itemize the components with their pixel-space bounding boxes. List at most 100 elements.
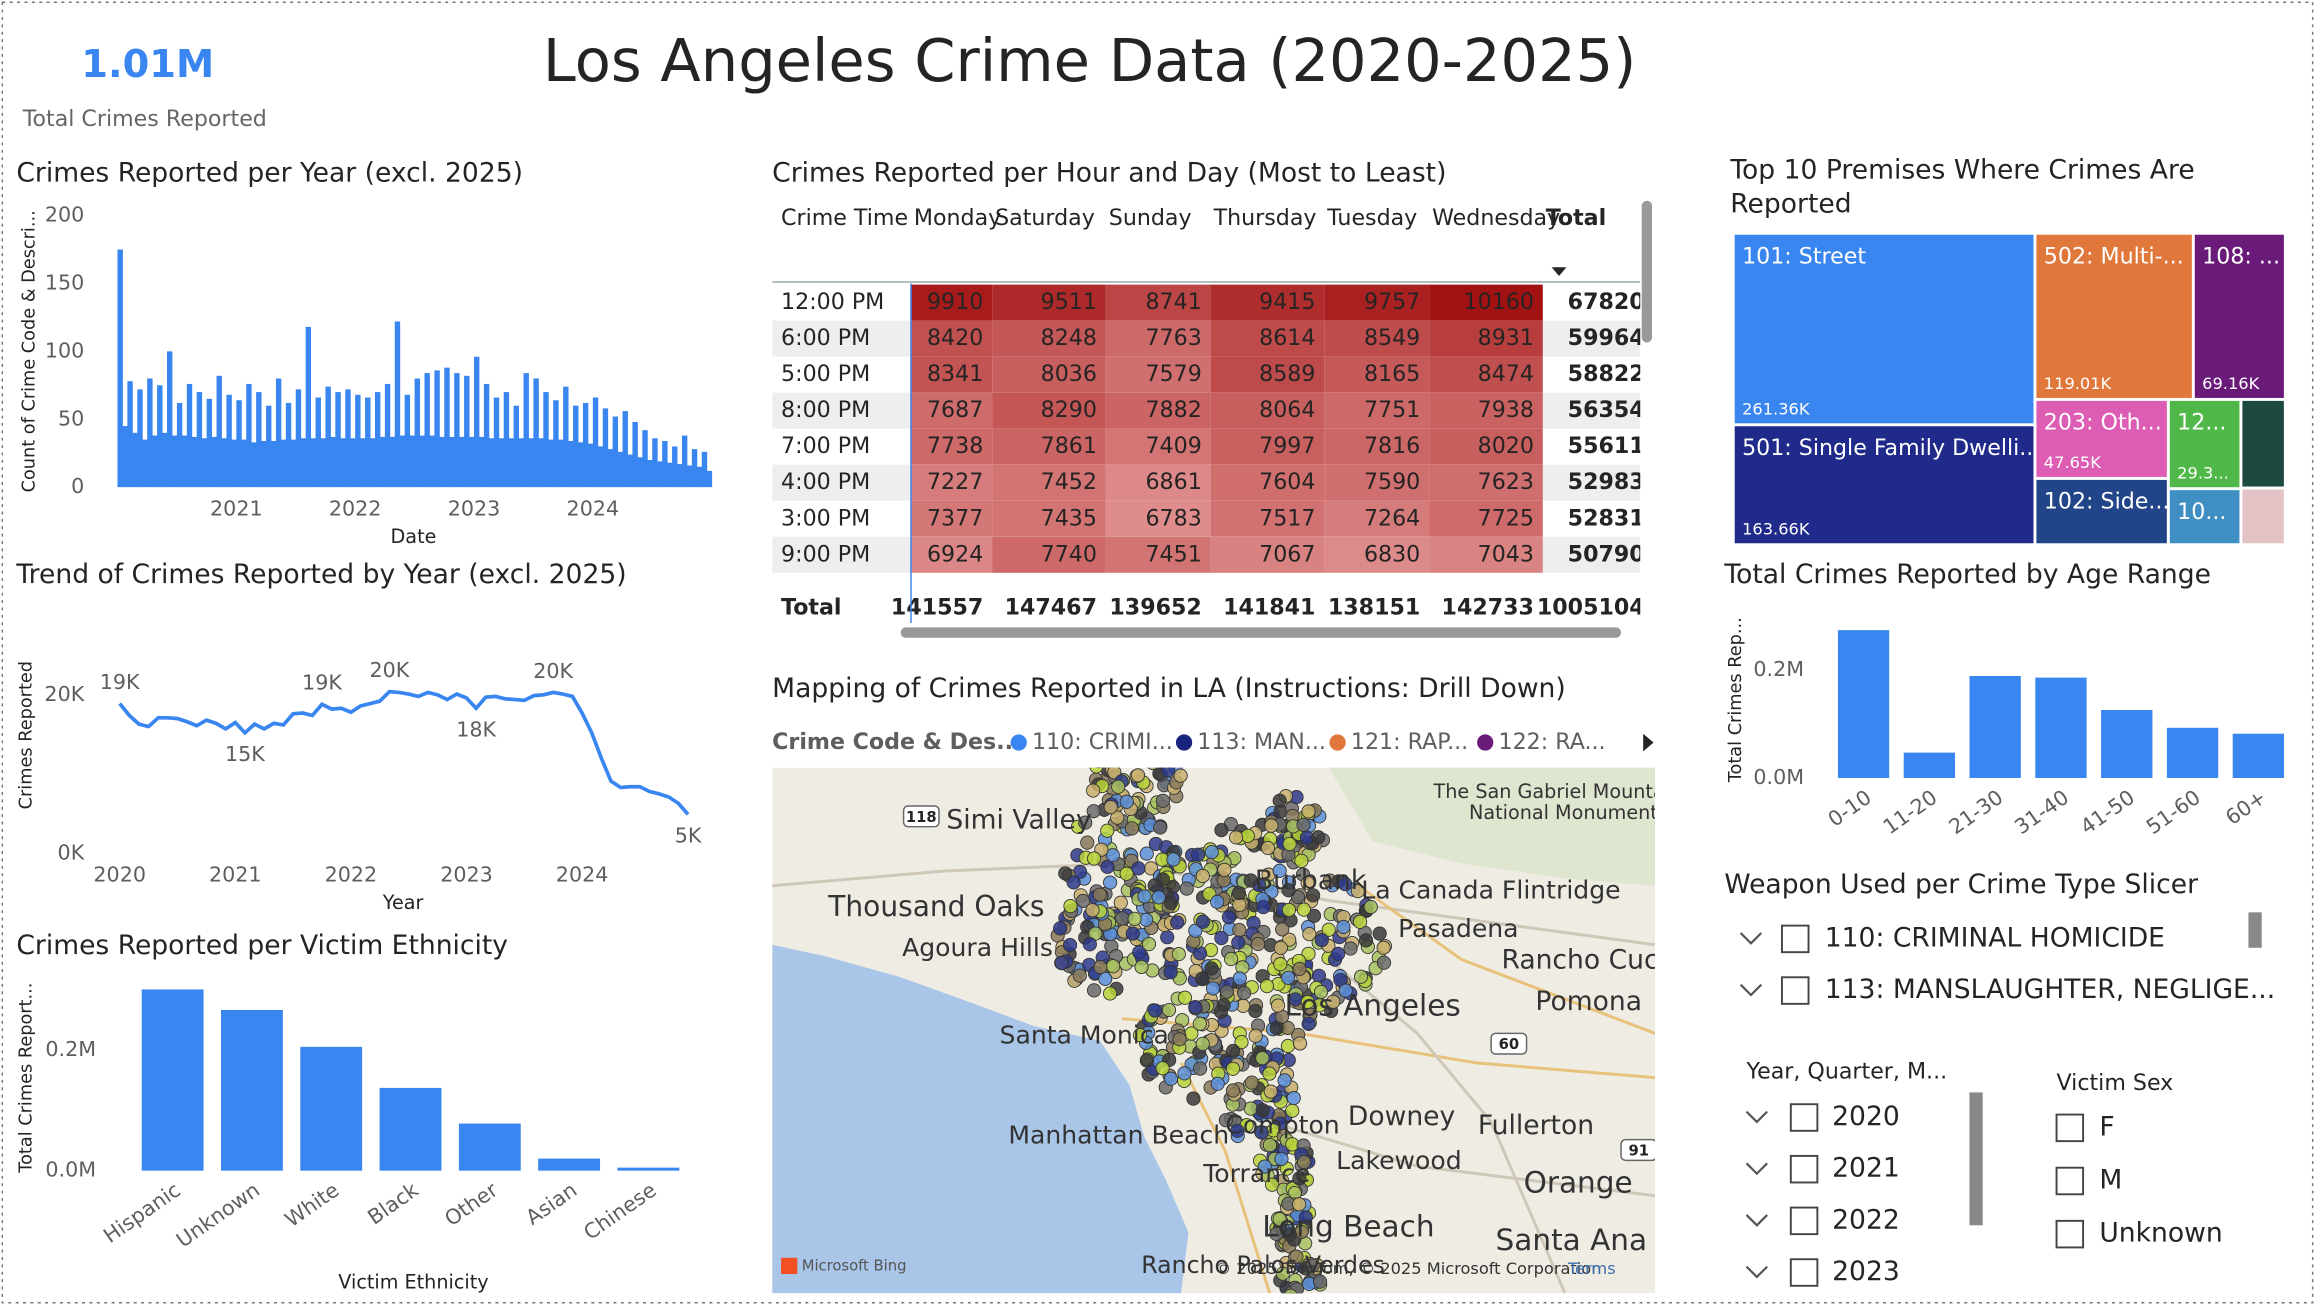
legend-swatch	[1010, 734, 1027, 751]
data-label: 20K	[533, 659, 573, 683]
bar	[573, 405, 579, 488]
place-label: Agoura Hills	[902, 933, 1053, 962]
y-axis-title: Count of Crime Code & Descri...	[20, 210, 40, 492]
bar	[434, 370, 440, 488]
slicer-title: Victim Sex	[2057, 1070, 2174, 1096]
bar	[167, 351, 173, 488]
bar	[216, 375, 222, 488]
table-cell: 55611	[1568, 433, 1645, 459]
bar	[503, 392, 510, 488]
crime-dot	[1306, 888, 1321, 903]
x-tick-label: 2020	[93, 862, 146, 886]
checkbox[interactable]	[2055, 1219, 2085, 1249]
slicer-item: 2023	[1832, 1256, 1900, 1287]
row-header: 3:00 PM	[781, 505, 870, 531]
expand-chevron	[1739, 983, 1763, 997]
tile-value: 163.66K	[1742, 519, 1810, 538]
place-label: Manhattan Beach	[1008, 1121, 1229, 1150]
kpi-label: Total Crimes Reported	[22, 106, 267, 132]
crime-dot	[1231, 935, 1246, 950]
column-header: Sunday	[1109, 205, 1192, 231]
crime-dot	[1218, 1113, 1234, 1128]
y-tick-label: 0.0M	[1753, 765, 1804, 789]
crime-dot	[1086, 851, 1102, 866]
heat-cell	[992, 428, 1106, 465]
heat-cell	[992, 392, 1106, 429]
crime-dot	[1281, 883, 1296, 898]
heat-cell	[1210, 428, 1325, 465]
table-cell: 8931	[1478, 325, 1534, 351]
bar	[379, 436, 386, 488]
bar	[459, 436, 465, 488]
x-axis-title: Victim Ethnicity	[338, 1270, 488, 1293]
checkbox[interactable]	[1789, 1154, 1819, 1184]
bar	[335, 392, 341, 488]
slicer-item: 113: MANSLAUGHTER, NEGLIGE...	[1825, 974, 2275, 1005]
checkbox[interactable]	[1789, 1258, 1819, 1287]
crime-dot	[1226, 1043, 1241, 1059]
bar	[473, 356, 480, 488]
bar	[622, 411, 628, 488]
heat-cell	[1429, 284, 1543, 321]
treemap-tile	[2036, 234, 2192, 398]
heat-cell	[992, 356, 1106, 393]
bar	[513, 405, 520, 488]
checkbox[interactable]	[2055, 1166, 2085, 1196]
checkbox[interactable]	[1780, 976, 1810, 1005]
crime-dot	[1350, 883, 1366, 899]
crime-dot	[1330, 946, 1346, 961]
crime-dot	[1282, 836, 1297, 852]
slicer-item: 2022	[1832, 1204, 1900, 1235]
heat-cell	[1210, 392, 1325, 429]
checkbox[interactable]	[1780, 924, 1810, 954]
heat-cell	[1210, 284, 1325, 321]
crime-dot	[1131, 861, 1146, 876]
bar	[419, 435, 425, 488]
table-cell: 7725	[1478, 505, 1534, 531]
bar	[439, 436, 445, 488]
bar	[518, 438, 524, 488]
bar	[1969, 675, 2021, 778]
crime-dot	[1110, 810, 1125, 825]
checkbox[interactable]	[1789, 1206, 1819, 1236]
crime-dot	[1155, 872, 1170, 887]
bar	[652, 438, 658, 488]
crime-dot	[1336, 919, 1351, 935]
column-header: Total	[1546, 205, 1606, 231]
column-header: Monday	[914, 205, 1001, 231]
bar	[478, 436, 485, 488]
crime-dot	[1186, 1091, 1201, 1106]
crime-dot	[1270, 998, 1286, 1013]
crime-dot	[1251, 936, 1266, 952]
table-cell: 6861	[1145, 469, 1201, 495]
crime-dot	[1192, 1016, 1207, 1031]
table-cell: 56354	[1568, 397, 1645, 423]
heat-cell	[910, 428, 993, 465]
chart-title-box: Top 10 Premises Where Crimes Are Reporte…	[1730, 155, 2194, 220]
bar	[251, 442, 257, 488]
crime-dot	[1172, 1032, 1187, 1047]
y-axis-title: Crimes Reported	[17, 661, 37, 809]
crime-dot	[1155, 1061, 1170, 1076]
slicer-title: Year, Quarter, M...	[1746, 1058, 1948, 1084]
bar	[627, 454, 633, 488]
total-cell: 138151	[1328, 595, 1420, 621]
crime-dot	[1100, 859, 1115, 874]
bar	[305, 326, 312, 488]
crime-dot	[1338, 983, 1353, 998]
bar	[488, 438, 495, 488]
crime-dot	[1254, 1125, 1269, 1140]
table-title: Crimes Reported per Hour and Day (Most t…	[772, 158, 1446, 189]
bar	[642, 430, 648, 488]
treemap-tile	[2242, 400, 2284, 487]
total-cell: 139652	[1109, 595, 1201, 621]
checkbox[interactable]	[1789, 1103, 1819, 1132]
crime-dot	[1195, 868, 1210, 884]
ocean	[772, 944, 1189, 1294]
checkbox[interactable]	[2055, 1113, 2085, 1143]
heat-cell	[1210, 464, 1325, 501]
bar	[285, 402, 292, 488]
crime-dot	[1294, 853, 1309, 868]
crime-dot	[1232, 897, 1247, 913]
crime-dot	[1210, 894, 1225, 909]
